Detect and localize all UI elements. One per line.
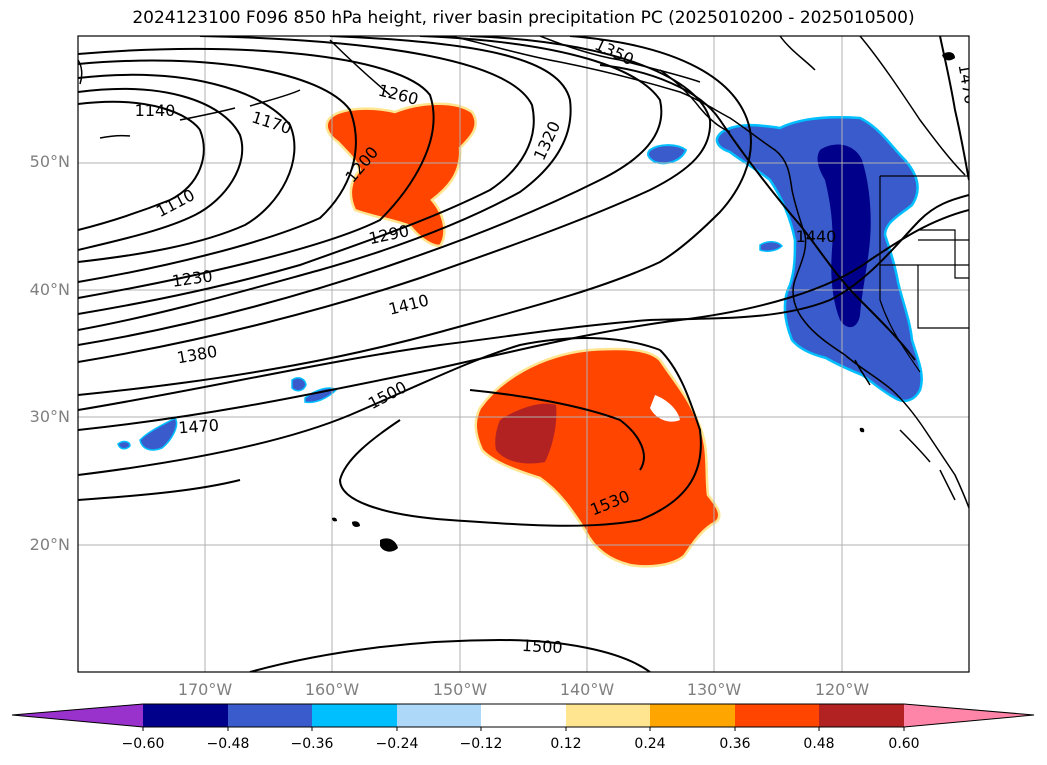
contour-label-1140: 1140 [135, 101, 176, 120]
colorbar-swatch [143, 704, 228, 727]
colorbar-tick-label: −0.36 [290, 736, 334, 752]
colorbar [11, 703, 1035, 731]
colorbar-tick-label: 0.36 [719, 736, 751, 752]
lon-label-160w: 160°W [304, 680, 360, 699]
contour-label-1470-west: 1470 [178, 416, 220, 438]
lat-label-20n: 20°N [29, 535, 70, 554]
colorbar-swatch [650, 704, 735, 727]
map-title: 2024123100 F096 850 hPa height, river ba… [132, 8, 915, 28]
lon-label-140w: 140°W [559, 680, 615, 699]
colorbar-tick-label: −0.12 [459, 736, 503, 752]
lat-label-30n: 30°N [29, 407, 70, 426]
colorbar-swatch [566, 704, 650, 727]
coastlines [78, 36, 969, 509]
colorbar-tick-label: −0.60 [121, 736, 165, 752]
contour-label-1440: 1440 [796, 227, 837, 246]
borders [879, 175, 969, 373]
colorbar-tick-label: −0.48 [206, 736, 250, 752]
lon-label-150w: 150°W [432, 680, 488, 699]
lon-label-120w: 120°W [814, 680, 870, 699]
contour-label-1500-south: 1500 [521, 636, 563, 657]
lon-label-170w: 170°W [177, 680, 233, 699]
colorbar-swatch [819, 704, 904, 727]
colorbar-tick-label: 0.12 [550, 736, 582, 752]
height-contours [78, 36, 969, 672]
colorbar-extend-low [12, 704, 143, 727]
lat-label-40n: 40°N [29, 280, 70, 299]
colorbar-tick-label: −0.24 [375, 736, 419, 752]
graticule [78, 36, 969, 672]
map-frame [77, 35, 970, 673]
colorbar-extend-high [904, 704, 1034, 727]
colorbar-swatch [735, 704, 819, 727]
precip-negative-hawaii [117, 377, 338, 451]
colorbar-tick-label: 0.24 [634, 736, 666, 752]
colorbar-swatch [312, 704, 397, 727]
lon-label-130w: 130°W [686, 680, 742, 699]
colorbar-swatch [397, 704, 481, 727]
colorbar-swatch [228, 704, 312, 727]
lat-label-50n: 50°N [29, 152, 70, 171]
colorbar-tick-label: 0.48 [803, 736, 835, 752]
colorbar-swatch [481, 704, 566, 727]
colorbar-tick-label: 0.60 [888, 736, 920, 752]
